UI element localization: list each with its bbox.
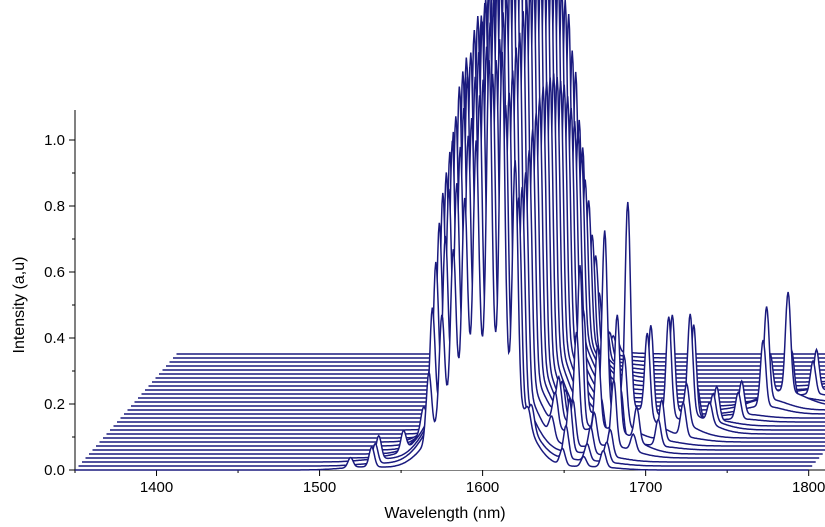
series-line [78, 73, 813, 467]
x-tick-label: 1500 [303, 479, 336, 496]
series-line [96, 0, 825, 447]
y-axis-title: Intensity (a,u) [11, 257, 28, 354]
x-tick-label: 1800 [792, 479, 825, 496]
x-tick-label: 1400 [140, 479, 173, 496]
y-tick-label: 0.2 [44, 396, 65, 413]
series-fill [82, 60, 816, 462]
series-line [75, 51, 809, 471]
series-fill [75, 51, 809, 471]
series-line [89, 12, 823, 455]
series-line [85, 39, 820, 459]
x-tick-label: 1600 [466, 479, 499, 496]
y-tick-label: 0.4 [44, 330, 65, 347]
series-trace [82, 60, 816, 463]
x-axis-title: Wavelength (nm) [384, 505, 505, 522]
series-fill [78, 73, 813, 467]
x-ticks: 1400 1500 1600 1700 1800 [74, 470, 825, 496]
y-tick-label: 0.8 [44, 198, 65, 215]
series-group [75, 0, 825, 471]
y-tick-label: 0.0 [44, 462, 65, 479]
series-line [92, 0, 825, 451]
x-tick-label: 1700 [629, 479, 662, 496]
y-tick-label: 0.6 [44, 264, 65, 281]
series-line [82, 60, 816, 463]
series-fill [85, 39, 820, 458]
series-trace [85, 39, 820, 459]
y-tick-label: 1.0 [44, 132, 65, 149]
y-ticks: 0.0 0.2 0.4 0.6 0.8 1.0 [44, 132, 75, 479]
series-trace [75, 51, 809, 471]
series-trace [78, 73, 813, 467]
series-line [99, 0, 825, 443]
